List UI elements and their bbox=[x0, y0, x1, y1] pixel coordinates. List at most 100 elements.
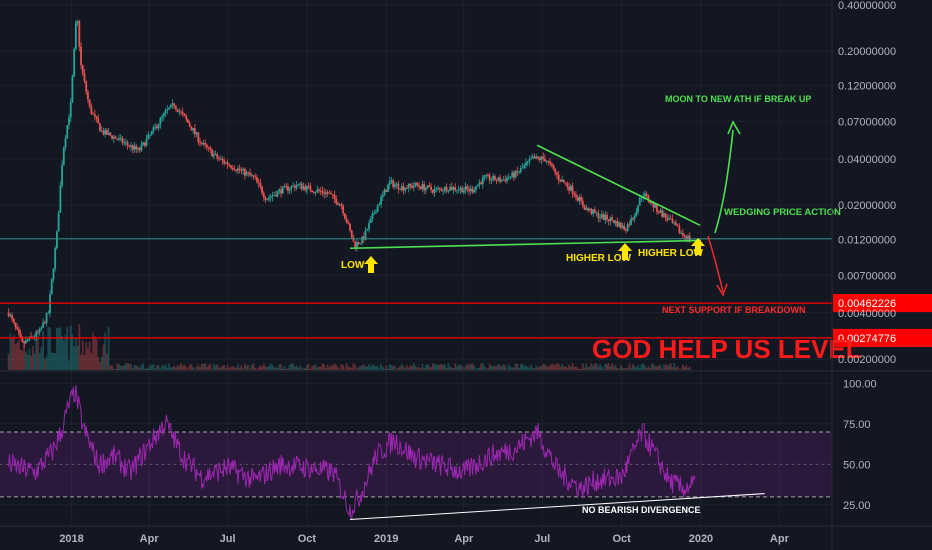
volume-bar bbox=[73, 346, 76, 370]
candle-body bbox=[159, 118, 162, 125]
volume-bar bbox=[362, 364, 365, 370]
candle-body bbox=[619, 222, 622, 228]
level-price-tag bbox=[833, 328, 932, 347]
candle-body bbox=[306, 185, 308, 191]
candle-body bbox=[266, 199, 269, 201]
volume-bar bbox=[457, 364, 460, 370]
candle-body bbox=[109, 132, 112, 136]
candle-body bbox=[638, 197, 641, 206]
candle-body bbox=[375, 211, 377, 214]
volume-bar bbox=[228, 368, 231, 370]
volume-bar bbox=[668, 364, 670, 370]
volume-bar bbox=[261, 366, 264, 370]
volume-bar bbox=[488, 363, 491, 370]
volume-bar bbox=[54, 352, 57, 370]
candle-body bbox=[671, 218, 674, 223]
candle-body bbox=[426, 185, 429, 189]
candle-body bbox=[199, 141, 201, 143]
candlestick-series[interactable] bbox=[7, 19, 691, 348]
candle-body bbox=[18, 329, 20, 334]
candle-body bbox=[247, 172, 250, 174]
volume-bar bbox=[257, 367, 260, 370]
candle-body bbox=[192, 128, 195, 131]
candle-body bbox=[538, 157, 541, 160]
volume-bar bbox=[45, 356, 48, 370]
trendlines[interactable] bbox=[0, 144, 832, 250]
candle-body bbox=[343, 213, 346, 219]
candle-body bbox=[316, 189, 319, 193]
candle-body bbox=[226, 162, 229, 165]
volume-bar bbox=[607, 363, 610, 370]
candle-body bbox=[545, 160, 548, 162]
candle-body bbox=[292, 185, 295, 187]
volume-bar bbox=[554, 365, 557, 370]
candle-body bbox=[211, 149, 213, 157]
horizontal-levels[interactable]: 0.00462226 0.00274776 bbox=[0, 294, 932, 347]
volume-bar bbox=[357, 367, 360, 370]
volume-bar bbox=[516, 363, 519, 370]
volume-bar bbox=[342, 365, 345, 370]
candle-body bbox=[464, 186, 467, 191]
volume-bar bbox=[81, 340, 84, 370]
candle-body bbox=[52, 268, 55, 280]
candle-body bbox=[383, 189, 386, 195]
candle-body bbox=[673, 222, 676, 224]
candle-body bbox=[649, 201, 651, 204]
rsi-tick-label: 100.00 bbox=[843, 378, 877, 390]
candle-body bbox=[547, 160, 550, 162]
candle-body bbox=[573, 193, 576, 195]
candle-body bbox=[45, 313, 48, 324]
volume-bar bbox=[250, 364, 253, 370]
candle-body bbox=[585, 208, 588, 210]
volume-bar bbox=[107, 326, 110, 370]
candle-body bbox=[659, 210, 662, 213]
rsi-line bbox=[8, 384, 765, 521]
volume-bar bbox=[295, 365, 298, 370]
volume-bar bbox=[156, 365, 158, 370]
volume-bar bbox=[537, 367, 539, 370]
candle-body bbox=[114, 136, 117, 139]
volume-bar bbox=[443, 364, 446, 370]
volume-bar bbox=[678, 368, 681, 370]
candle-body bbox=[557, 174, 560, 180]
candle-body bbox=[23, 341, 26, 344]
candle-body bbox=[342, 205, 345, 214]
candle-body bbox=[14, 322, 17, 328]
candle-body bbox=[495, 180, 498, 182]
candle-body bbox=[235, 169, 238, 171]
candle-body bbox=[264, 197, 267, 201]
candle-body bbox=[507, 177, 510, 179]
candle-body bbox=[100, 130, 103, 132]
volume-bar bbox=[66, 327, 69, 370]
candle-body bbox=[592, 209, 595, 215]
volume-bar bbox=[456, 366, 458, 370]
volume-bar bbox=[299, 365, 301, 370]
candle-body bbox=[278, 189, 281, 192]
x-tick-label: 2019 bbox=[374, 533, 398, 545]
volume-bar bbox=[459, 364, 462, 370]
volume-bar bbox=[549, 365, 551, 370]
candle-body bbox=[297, 184, 300, 186]
candle-body bbox=[628, 224, 631, 226]
candle-body bbox=[92, 113, 95, 115]
candle-body bbox=[242, 168, 245, 171]
candle-body bbox=[11, 315, 13, 319]
candle-body bbox=[533, 156, 536, 159]
annotations: LOW HIGHER LOW HIGHER LOW MOON TO NEW ATH I… bbox=[341, 94, 862, 515]
volume-bar bbox=[390, 365, 393, 370]
volume-bar bbox=[580, 368, 583, 370]
candle-body bbox=[111, 135, 113, 139]
candle-body bbox=[443, 186, 446, 191]
candle-body bbox=[519, 168, 522, 172]
volume-bar bbox=[416, 367, 419, 370]
y-tick-label: 0.00200000 bbox=[838, 354, 896, 366]
candle-body bbox=[392, 180, 395, 187]
rsi-tick-label: 25.00 bbox=[843, 500, 871, 512]
volume-bar bbox=[564, 366, 567, 370]
candle-body bbox=[535, 156, 538, 159]
volume-bar bbox=[211, 368, 213, 370]
volume-bar bbox=[71, 334, 74, 370]
candle-body bbox=[71, 76, 74, 103]
volume-bar bbox=[469, 363, 472, 370]
